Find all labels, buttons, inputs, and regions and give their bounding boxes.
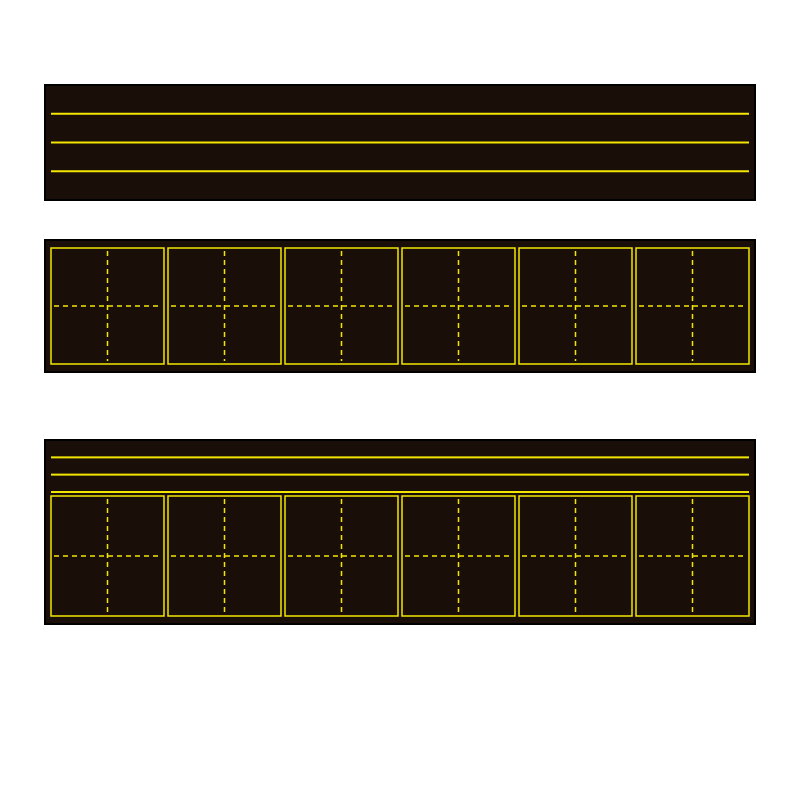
panel-combo [45,440,755,624]
panel-ruled [45,85,755,200]
panel-combo-fill [45,440,755,624]
panel-cells [45,240,755,372]
